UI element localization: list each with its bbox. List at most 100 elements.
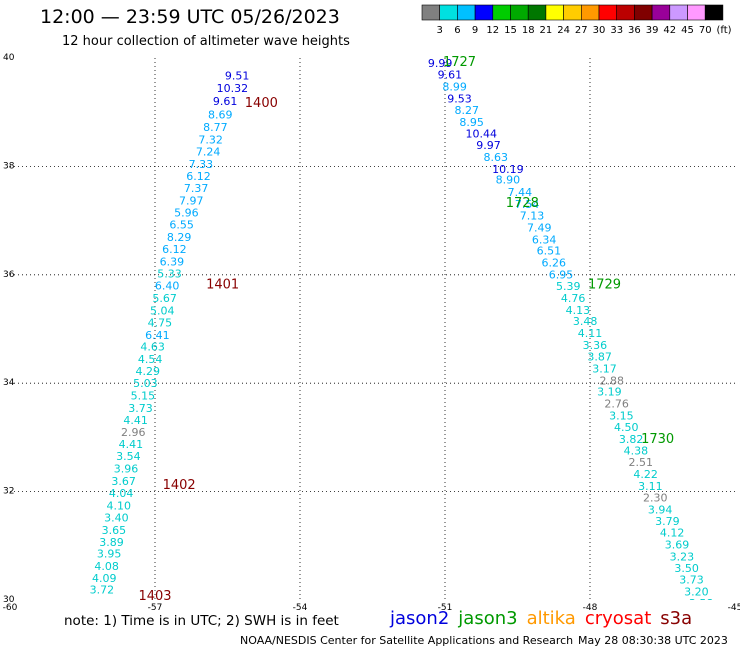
swh-value-label: 7.37 [184, 182, 209, 195]
swh-value-label: 2.96 [121, 426, 146, 439]
swh-value-label: 3.69 [665, 539, 690, 552]
footer-note: note: 1) Time is in UTC; 2) SWH is in fe… [64, 613, 339, 629]
swh-value-label: 3.87 [587, 350, 612, 363]
y-tick-label: 34 [3, 378, 15, 388]
swh-value-label: 5.39 [556, 280, 581, 293]
swh-value-label: 6.26 [542, 257, 567, 270]
swh-value-label: 7.44 [508, 186, 533, 199]
legend-jason3: jason3 [458, 608, 518, 629]
swh-value-label: 4.63 [140, 341, 165, 354]
swh-value-label: 10.44 [466, 128, 498, 141]
swh-value-label: 3.79 [655, 515, 680, 528]
swh-value-label: 6.34 [532, 233, 557, 246]
pass-time-label: 1402 [163, 478, 196, 493]
swh-value-label: 8.63 [484, 151, 509, 164]
swh-value-label: 5.33 [157, 268, 182, 281]
swh-value-label: 3.91 [699, 621, 724, 634]
color-scale-label: 42 [663, 25, 676, 36]
swh-value-label: 4.09 [92, 572, 117, 585]
color-scale-bar: 3 6 9 12 15 18 21 24 27 30 33 36 39 42 45 70 (ft) [421, 4, 732, 36]
swh-value-label: 4.12 [660, 527, 685, 540]
swh-value-label: 7.33 [189, 158, 214, 171]
swh-value-label: 5.96 [174, 206, 199, 219]
color-scale-label: 36 [628, 25, 641, 36]
satellite-legend: jason2 jason3 altika cryosat s3a [390, 608, 701, 629]
legend-jason2: jason2 [390, 608, 450, 629]
pass-time-label: 1728 [506, 196, 539, 211]
chart-subtitle: 12 hour collection of altimeter wave hei… [62, 34, 350, 49]
x-tick-label: -45 [728, 603, 740, 613]
color-scale-label: 39 [646, 25, 659, 36]
swh-value-label: 8.99 [442, 81, 467, 94]
swh-value-label: 3.19 [597, 386, 622, 399]
swh-value-label: 3.89 [99, 536, 124, 549]
timestamp-text: May 28 08:30:38 UTC 2023 [578, 634, 728, 647]
swh-value-label: 4.75 [148, 316, 173, 329]
y-tick-label: 30 [3, 595, 15, 605]
swh-value-label: 3.95 [97, 548, 122, 561]
swh-value-label: 2.51 [629, 456, 654, 469]
x-tick-label: -57 [148, 603, 163, 613]
color-scale-label: 6 [454, 25, 460, 36]
x-tick-label: -48 [583, 603, 598, 613]
y-tick-label: 32 [3, 487, 14, 497]
swh-value-label: 3.48 [573, 315, 598, 328]
color-scale-label: 27 [575, 25, 588, 36]
color-scale-label: 15 [504, 25, 517, 36]
swh-value-label: 4.22 [633, 468, 658, 481]
color-scale-unit: (ft) [716, 25, 731, 36]
swh-value-label: 5.03 [133, 377, 158, 390]
swh-value-label: 3.73 [679, 574, 704, 587]
swh-value-label: 6.40 [155, 279, 180, 292]
legend-cryosat: cryosat [584, 608, 652, 629]
swh-value-label: 6.51 [537, 245, 562, 258]
swh-value-label: 10.19 [492, 163, 524, 176]
swh-value-label: 9.99 [428, 57, 453, 70]
credit-text: NOAA/NESDIS Center for Satellite Applica… [240, 634, 574, 647]
swh-value-label: 4.08 [94, 560, 119, 573]
swh-value-label: 6.55 [169, 219, 194, 232]
swh-value-label: 3.36 [583, 339, 608, 352]
y-tick-label: 38 [3, 161, 15, 171]
color-scale-label: 33 [610, 25, 623, 36]
swh-value-label: 4.54 [138, 353, 163, 366]
swh-value-label: 9.53 [447, 92, 472, 105]
swh-value-label: 6.41 [145, 329, 170, 342]
swh-value-label: 3.20 [684, 586, 709, 599]
swh-value-label: 5.67 [152, 292, 177, 305]
color-scale-label: 3 [437, 25, 443, 36]
color-scale-label: 30 [593, 25, 606, 36]
swh-value-label: 9.51 [225, 70, 250, 83]
chart-title: 12:00 — 23:59 UTC 05/26/2023 [40, 6, 340, 28]
swh-value-label: 4.10 [107, 499, 132, 512]
legend-altika: altika [526, 608, 576, 629]
color-swatch [704, 4, 724, 21]
color-scale-label: 70 [699, 25, 712, 36]
swh-value-label: 3.17 [592, 362, 617, 375]
swh-value-label: 4.13 [566, 304, 591, 317]
swh-value-label: 4.11 [578, 327, 603, 340]
color-scale-label: 45 [681, 25, 694, 36]
pass-time-label: 1403 [138, 589, 171, 604]
swh-value-label: 3.73 [128, 402, 153, 415]
swh-value-label: 7.24 [196, 146, 221, 159]
swh-value-label: 8.77 [203, 121, 228, 134]
swh-value-label: 8.29 [167, 231, 192, 244]
legend-s3a: s3a [660, 608, 693, 629]
swh-value-label: 3.96 [114, 463, 139, 476]
swh-value-label: 4.29 [136, 365, 161, 378]
color-scale-label: 12 [486, 25, 499, 36]
x-tick-label: -60 [3, 603, 18, 613]
swh-value-label: 3.94 [648, 503, 673, 516]
color-scale-label: 18 [522, 25, 535, 36]
swh-value-label: 6.12 [162, 243, 187, 256]
swh-value-label: 9.61 [438, 69, 463, 82]
swh-value-label: 6.95 [549, 269, 574, 282]
swh-value-label: 3.58 [689, 597, 714, 610]
pass-time-label: 1727 [443, 55, 476, 70]
color-scale-label: 9 [472, 25, 478, 36]
swh-value-label: 9.97 [476, 139, 501, 152]
swh-value-label: 8.69 [208, 109, 233, 122]
swh-value-label: 8.95 [459, 116, 484, 129]
